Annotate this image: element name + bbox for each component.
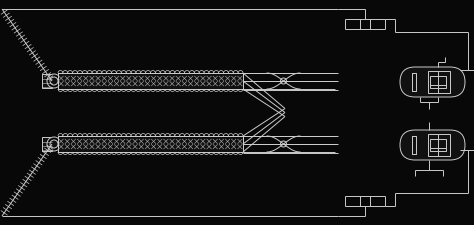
Bar (428, 134, 450, 156)
FancyBboxPatch shape (400, 67, 465, 97)
Circle shape (281, 141, 286, 147)
Bar (412, 136, 416, 154)
FancyBboxPatch shape (400, 130, 465, 160)
Circle shape (281, 78, 286, 84)
Circle shape (47, 137, 61, 151)
Bar (58, 136, 243, 152)
Bar (412, 73, 416, 91)
Bar (42, 74, 52, 88)
Circle shape (47, 74, 61, 88)
Bar (42, 137, 52, 151)
Bar (430, 139, 446, 151)
Bar (58, 136, 243, 152)
Bar (430, 76, 446, 88)
Bar (58, 73, 243, 89)
Bar (428, 71, 450, 93)
Bar (58, 73, 243, 89)
Circle shape (50, 77, 58, 85)
Circle shape (50, 140, 58, 148)
